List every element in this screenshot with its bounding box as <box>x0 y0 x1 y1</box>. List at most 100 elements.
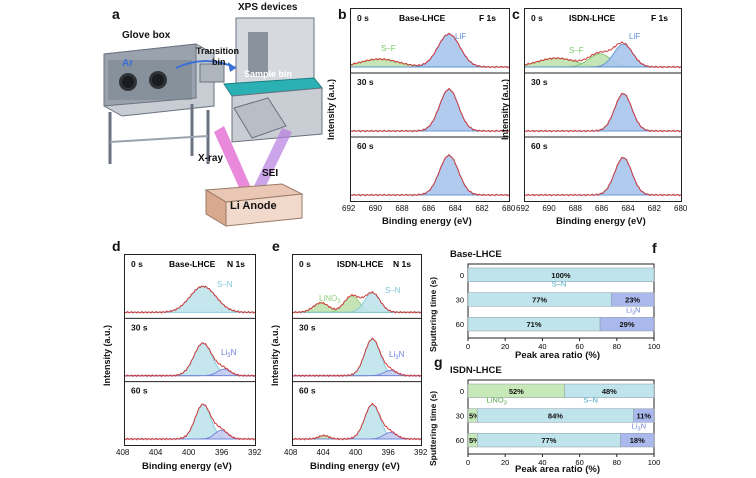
x-tick-label: 396 <box>215 448 229 457</box>
time-label: 60 s <box>531 141 548 151</box>
x-tick-label: 0 <box>466 342 470 350</box>
x-tick-label: 40 <box>538 458 546 466</box>
time-label: 30 s <box>357 77 374 87</box>
sn-annotation: S–N <box>552 280 567 289</box>
bar-value-label: 48% <box>602 387 617 396</box>
bar-value-label: 5% <box>469 436 480 445</box>
time-label: 0 s <box>357 13 369 23</box>
x-tick-label: 404 <box>149 448 163 457</box>
bar-value-label: 29% <box>620 320 635 329</box>
time-label: 0 s <box>299 259 311 269</box>
panel-d-element: N 1s <box>227 259 245 269</box>
peak-component-lif <box>525 157 681 196</box>
lino3-annotation: LiNO3 <box>487 396 507 407</box>
lino3-peak-label: LiNO3 <box>319 294 341 305</box>
panel-g-xlabel: Peak area ratio (%) <box>515 464 601 475</box>
x-tick-label: 688 <box>568 204 583 213</box>
panel-d-letter: d <box>112 238 121 254</box>
x-tick-label: 400 <box>349 448 363 457</box>
envelope-curve <box>293 290 421 314</box>
bar-value-label: 77% <box>532 296 547 305</box>
x-tick-label: 684 <box>621 204 635 213</box>
x-tick-label: 408 <box>116 448 130 457</box>
transition-label-1: Transition <box>196 46 240 56</box>
bar-sn <box>467 267 655 282</box>
bar-value-label: 77% <box>541 436 556 445</box>
li-anode-label: Li Anode <box>230 200 277 212</box>
xps-schematic-illustration <box>103 17 323 227</box>
glove-box-label: Glove box <box>122 30 171 41</box>
panel-c-title: ISDN-LHCE <box>569 13 616 23</box>
lif-peak-label: LiF <box>455 32 466 41</box>
panel-g-bar-chart: 52% 48% 0 5% 84% 11% 30 5% 77% 18% 60 0 20 40 60 80 100 L… <box>456 379 660 466</box>
panel-a-letter: a <box>112 6 120 22</box>
time-label: 30 s <box>531 77 548 87</box>
panel-c-element: F 1s <box>651 13 668 23</box>
panel-b-letter: b <box>338 6 347 22</box>
panel-d-xlabel: Binding energy (eV) <box>142 461 232 472</box>
bar-value-label: 84% <box>548 412 563 421</box>
peak-component-sn <box>125 403 255 440</box>
time-label: 60 s <box>357 141 374 151</box>
ar-label: Ar <box>122 58 134 69</box>
time-label: 60 s <box>299 386 316 396</box>
panel-e-spectra: 0 s 30 s 60 s ISDN-LHCE N 1s S–N LiNO3 Li3N <box>292 254 422 446</box>
panel-c-ylabel: Intensity (a.u.) <box>500 78 510 140</box>
panel-e-element: N 1s <box>393 259 411 269</box>
x-tick-label: 404 <box>316 448 330 457</box>
panel-g-ylabel: Sputtering time (s) <box>428 390 438 466</box>
envelope-curve <box>125 285 255 314</box>
bar-li3n <box>610 292 655 307</box>
time-label: 0 s <box>131 259 143 269</box>
x-tick-label: 680 <box>674 204 688 213</box>
x-tick-label: 690 <box>368 204 383 213</box>
envelope-curve <box>125 403 255 441</box>
sn-peak-label: S–N <box>217 280 233 289</box>
bar-value-label: 23% <box>625 296 640 305</box>
envelope-curve <box>525 41 681 69</box>
panel-d-ylabel: Intensity (a.u.) <box>102 324 112 386</box>
peak-component-sn <box>125 285 255 313</box>
envelope-curve <box>351 87 509 133</box>
panel-e-ylabel: Intensity (a.u.) <box>270 324 280 386</box>
panel-d-spectra: 0 s 30 s 60 s Base-LHCE N 1s S–N Li3N <box>124 254 256 446</box>
b-svg: 0 s 30 s 60 s Base-LHCE F 1s S–F LiF <box>351 13 509 197</box>
x-tick-label: 396 <box>381 448 395 457</box>
bar-li3n <box>620 433 655 448</box>
li3n-peak-label: Li3N <box>221 348 237 359</box>
x-tick-label: 682 <box>647 204 662 213</box>
peak-component-lif <box>351 88 509 132</box>
x-tick-label: 686 <box>595 204 609 213</box>
d-svg: 0 s 30 s 60 s Base-LHCE N 1s S–N Li3N <box>125 259 255 441</box>
panel-b-title: Base-LHCE <box>399 13 446 23</box>
e-svg: 0 s 30 s 60 s ISDN-LHCE N 1s S–N LiNO3 Li3N <box>293 259 421 441</box>
panel-c-xlabel: Binding energy (eV) <box>556 216 646 227</box>
panel-f-bar-chart: 100% 0 77% 23% 30 71% 29% 60 0 20 40 60 80 100 S–N Li3N <box>456 263 660 350</box>
envelope-curve <box>293 337 421 378</box>
panel-e-title: ISDN-LHCE <box>337 259 384 269</box>
x-tick-label: 692 <box>516 204 530 213</box>
y-tick-label: 60 <box>456 436 464 445</box>
panel-f-letter: f <box>652 240 657 256</box>
y-tick-label: 0 <box>460 387 464 396</box>
y-tick-label: 0 <box>460 271 464 280</box>
panel-b-ylabel: Intensity (a.u.) <box>326 78 336 140</box>
x-tick-label: 100 <box>648 458 660 466</box>
x-tick-label: 20 <box>501 458 509 466</box>
panel-c-spectra: 0 s 30 s 60 s ISDN-LHCE F 1s S–F LiF <box>524 8 682 202</box>
peak-component-lif <box>351 154 509 196</box>
panel-b-xlabel: Binding energy (eV) <box>382 216 472 227</box>
x-tick-label: 690 <box>542 204 556 213</box>
x-tick-label: 20 <box>501 342 509 350</box>
bar-li3n <box>599 317 655 332</box>
x-tick-label: 392 <box>248 448 262 457</box>
sf-peak-label: S–F <box>569 46 584 55</box>
bar-li3n <box>633 408 655 423</box>
bar-value-label: 100% <box>551 271 571 280</box>
x-tick-label: 60 <box>575 342 583 350</box>
x-tick-label: 688 <box>395 204 409 213</box>
x-tick-label: 682 <box>475 204 489 213</box>
peak-component-lif <box>525 93 681 132</box>
x-tick-label: 60 <box>575 458 583 466</box>
bar-value-label: 71% <box>527 320 542 329</box>
